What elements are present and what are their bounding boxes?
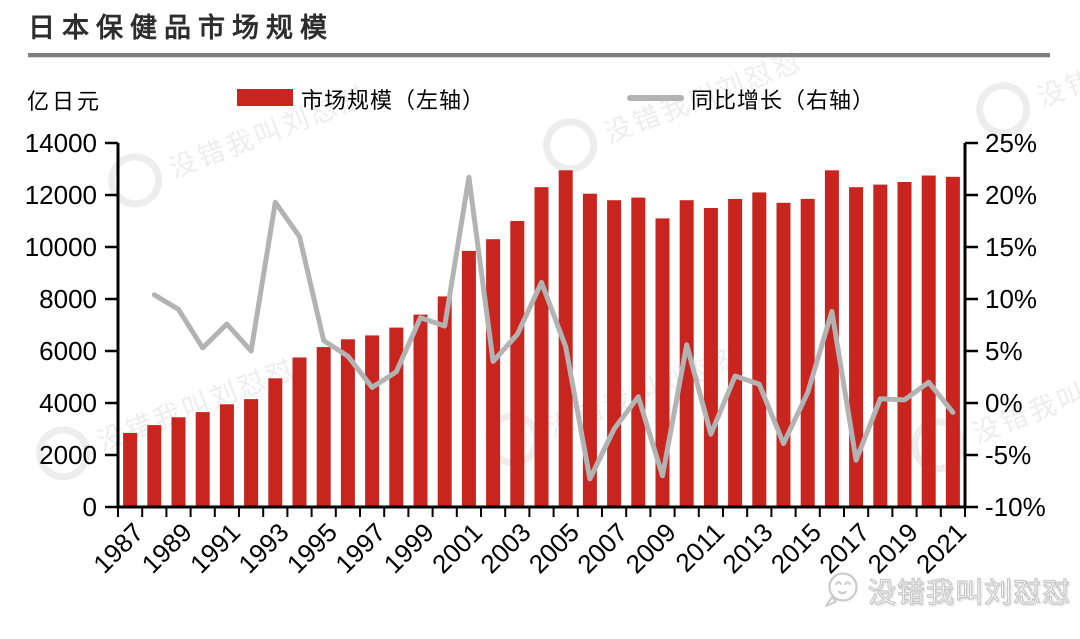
legend-line-swatch xyxy=(627,95,684,101)
x-axis-tick-label: 1997 xyxy=(329,517,391,579)
left-axis-tick-label: 12000 xyxy=(25,180,97,210)
bar-1996 xyxy=(340,339,355,507)
bar-1992 xyxy=(244,399,259,507)
bar-2000 xyxy=(437,296,452,507)
bar-1987 xyxy=(123,432,138,507)
bar-2014 xyxy=(776,202,791,508)
title-separator xyxy=(28,53,1050,58)
bar-2001 xyxy=(461,250,476,507)
right-axis-tick-label: 25% xyxy=(985,128,1037,158)
x-axis-tick-label: 2007 xyxy=(571,517,633,579)
x-axis-tick-label: 1999 xyxy=(378,517,440,579)
right-axis-tick-label: 20% xyxy=(985,180,1037,210)
bar-2018 xyxy=(873,184,888,507)
growth-line xyxy=(151,174,956,482)
left-axis-tick-label: 0 xyxy=(83,492,97,522)
bar-2019 xyxy=(897,182,912,507)
page-title: 日本保健品市场规模 xyxy=(28,13,334,44)
left-axis-tick-label: 6000 xyxy=(39,336,97,366)
x-axis-tick-label: 2005 xyxy=(523,517,585,579)
legend-bar-swatch xyxy=(237,89,293,106)
bar-1997 xyxy=(365,335,380,507)
x-axis-tick-label: 2013 xyxy=(716,517,778,579)
bar-2008 xyxy=(631,197,646,507)
left-axis-tick-label: 4000 xyxy=(39,388,97,418)
bar-2002 xyxy=(486,239,501,507)
bar-1993 xyxy=(268,378,283,507)
bar-1995 xyxy=(316,347,331,507)
bar-2011 xyxy=(703,208,718,507)
bar-2007 xyxy=(607,200,622,507)
right-axis-tick-label: -5% xyxy=(985,440,1031,470)
bar-1994 xyxy=(292,357,307,507)
left-axis-tick-label: 2000 xyxy=(39,440,97,470)
x-axis-tick-label: 2011 xyxy=(669,517,730,578)
x-axis-tick-label: 1989 xyxy=(136,517,198,579)
x-axis-tick-label: 2001 xyxy=(426,517,488,579)
bar-2005 xyxy=(558,170,573,508)
right-axis-tick-label: 5% xyxy=(985,336,1023,366)
legend-bar-label: 市场规模（左轴） xyxy=(301,88,486,113)
bar-2015 xyxy=(800,198,815,507)
x-axis-tick-label: 2015 xyxy=(765,517,827,579)
bar-1999 xyxy=(413,314,428,507)
bar-2012 xyxy=(728,198,743,507)
left-axis-tick-label: 8000 xyxy=(39,284,97,314)
bar-2020 xyxy=(921,175,936,507)
bar-1990 xyxy=(195,412,210,507)
x-axis-tick-label: 1987 xyxy=(87,517,149,579)
x-axis-tick-label: 1993 xyxy=(232,517,294,579)
right-axis-tick-label: -10% xyxy=(985,492,1046,522)
brand-logo: 没错我叫刘怼怼 xyxy=(822,570,1071,612)
bar-2004 xyxy=(534,187,549,507)
left-axis-unit-label: 亿日元 xyxy=(27,89,103,114)
bar-2006 xyxy=(582,193,597,507)
x-axis-tick-label: 1995 xyxy=(281,517,343,579)
bar-2009 xyxy=(655,218,670,507)
bar-2003 xyxy=(510,221,525,507)
right-axis-tick-label: 15% xyxy=(985,232,1037,262)
bar-1988 xyxy=(147,425,162,507)
bar-2021 xyxy=(945,176,960,508)
brand-text: 没错我叫刘怼怼 xyxy=(867,576,1072,608)
bar-2016 xyxy=(824,170,839,508)
legend-line-label: 同比增长（右轴） xyxy=(691,88,876,113)
left-axis-tick-label: 10000 xyxy=(25,232,97,262)
left-axis-tick-label: 14000 xyxy=(25,128,97,158)
bar-1998 xyxy=(389,327,404,507)
right-axis-tick-label: 10% xyxy=(985,284,1037,314)
bar-2013 xyxy=(752,192,767,507)
bar-1991 xyxy=(219,404,234,507)
brand-face-icon xyxy=(825,572,858,607)
x-axis-tick-label: 2009 xyxy=(620,517,682,579)
x-axis-tick-label: 1991 xyxy=(184,517,246,579)
bar-1989 xyxy=(171,417,186,507)
x-axis-tick-label: 2003 xyxy=(474,517,536,579)
right-axis-tick-label: 0% xyxy=(985,388,1023,418)
